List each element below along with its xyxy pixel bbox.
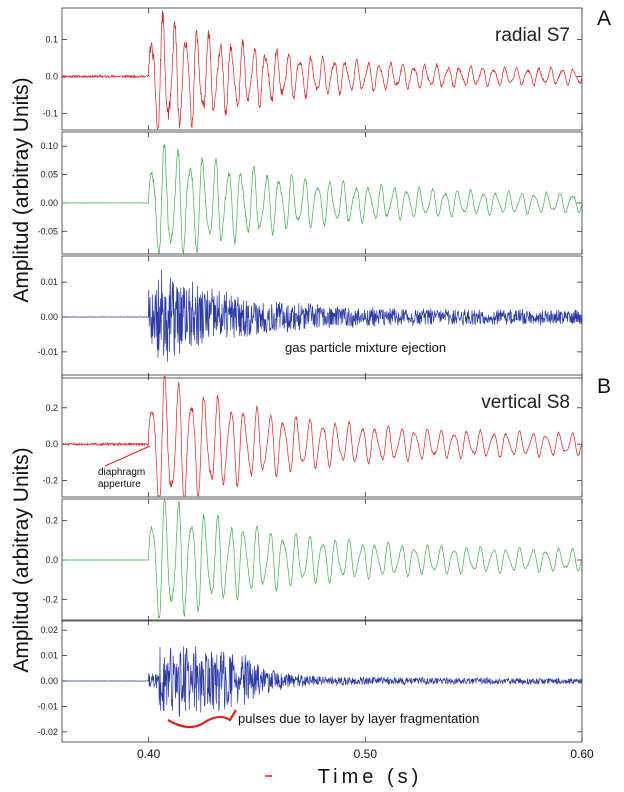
y-tick-label: 0.02 (40, 625, 58, 635)
y-tick-label: 0.01 (40, 651, 58, 661)
annotation-gas-ejection: gas particle mixture ejection (285, 340, 446, 355)
y-tick-label: 0.1 (45, 34, 58, 44)
x-axis-label: Time (s) (318, 766, 423, 788)
y-tick-label: 0.2 (45, 516, 58, 526)
y-tick-label: -0.05 (37, 226, 58, 236)
y-tick-label: 0.0 (45, 439, 58, 449)
y-tick-label: 0.2 (45, 403, 58, 413)
y-axis-label-b: Amplitud (arbitray Units) (10, 447, 33, 672)
diaphragm-pointer-line (104, 445, 151, 467)
trace-panel-5: -0.2 0.0 0.2 (42, 498, 583, 622)
x-tick-label: 0.50 (354, 747, 378, 761)
annotation-diaphragm-text: diaphragm apperture (98, 467, 145, 490)
y-tick-label: -0.2 (42, 476, 58, 486)
panel-frame (61, 374, 583, 498)
waveform-trace-2 (61, 143, 583, 254)
waveform-trace-4 (61, 376, 583, 497)
y-tick-label: -0.02 (37, 727, 58, 737)
trace-panels: -0.10.00.1 radial S7-0.050.000.050.10-0.0… (37, 7, 583, 743)
x-tick-label: 0.40 (137, 747, 161, 761)
waveform-trace-5 (62, 499, 583, 619)
y-tick-label: 0.00 (40, 676, 58, 686)
pulses-bracket-curve (167, 709, 237, 729)
trace-panel-4: -0.2 0.0 0.2 vertical S8 (42, 374, 583, 498)
waveform-trace-3 (61, 269, 583, 362)
trace-panel-6: -0.02 -0.01 0.00 0.01 0.02 (37, 619, 583, 743)
waveform-trace-6 (61, 646, 583, 717)
y-tick-label: 0.0 (45, 555, 58, 565)
panel-label-a: A (597, 7, 611, 30)
y-tick-label: 0.05 (40, 170, 58, 180)
y-tick-label: 0.00 (40, 198, 58, 208)
y-tick-label: 0.00 (40, 312, 58, 322)
panel-frame (61, 7, 583, 131)
y-tick-label: -0.01 (37, 347, 58, 357)
annotation-pulses-text: pulses due to layer by layer fragmentati… (238, 711, 479, 726)
annotation-diaphragm: diaphragm apperture (98, 445, 151, 490)
panel-label-b: B (597, 375, 611, 398)
trace-title: radial S7 (495, 25, 570, 46)
y-tick-label: -0.2 (42, 594, 58, 604)
trace-panel-2: -0.05 0.00 0.05 0.10 (37, 131, 583, 255)
trace-panel-3: -0.01 0.00 0.01 (37, 255, 583, 379)
y-tick-label: -0.1 (42, 108, 58, 118)
diaphragm-text-line: apperture (98, 479, 141, 490)
annotation-pulses: pulses due to layer by layer fragmentati… (167, 709, 479, 729)
diaphragm-text-line: diaphragm (98, 467, 145, 478)
y-tick-label: 0.01 (40, 277, 58, 287)
y-axis-label-a: Amplitud (arbitray Units) (10, 77, 33, 302)
y-tick-label: 0.0 (45, 71, 58, 81)
trace-title: vertical S8 (481, 392, 570, 413)
panel-frame (61, 131, 583, 255)
trace-panel-1: -0.1 0.0 0.1 radial S7 (42, 7, 583, 131)
waveform-trace-1 (61, 10, 583, 130)
x-tick-label: 0.60 (570, 747, 594, 761)
y-tick-label: -0.01 (37, 701, 58, 711)
x-tick-labels: 0.40 0.50 0.60 (137, 747, 594, 761)
y-tick-label: 0.10 (40, 141, 58, 151)
